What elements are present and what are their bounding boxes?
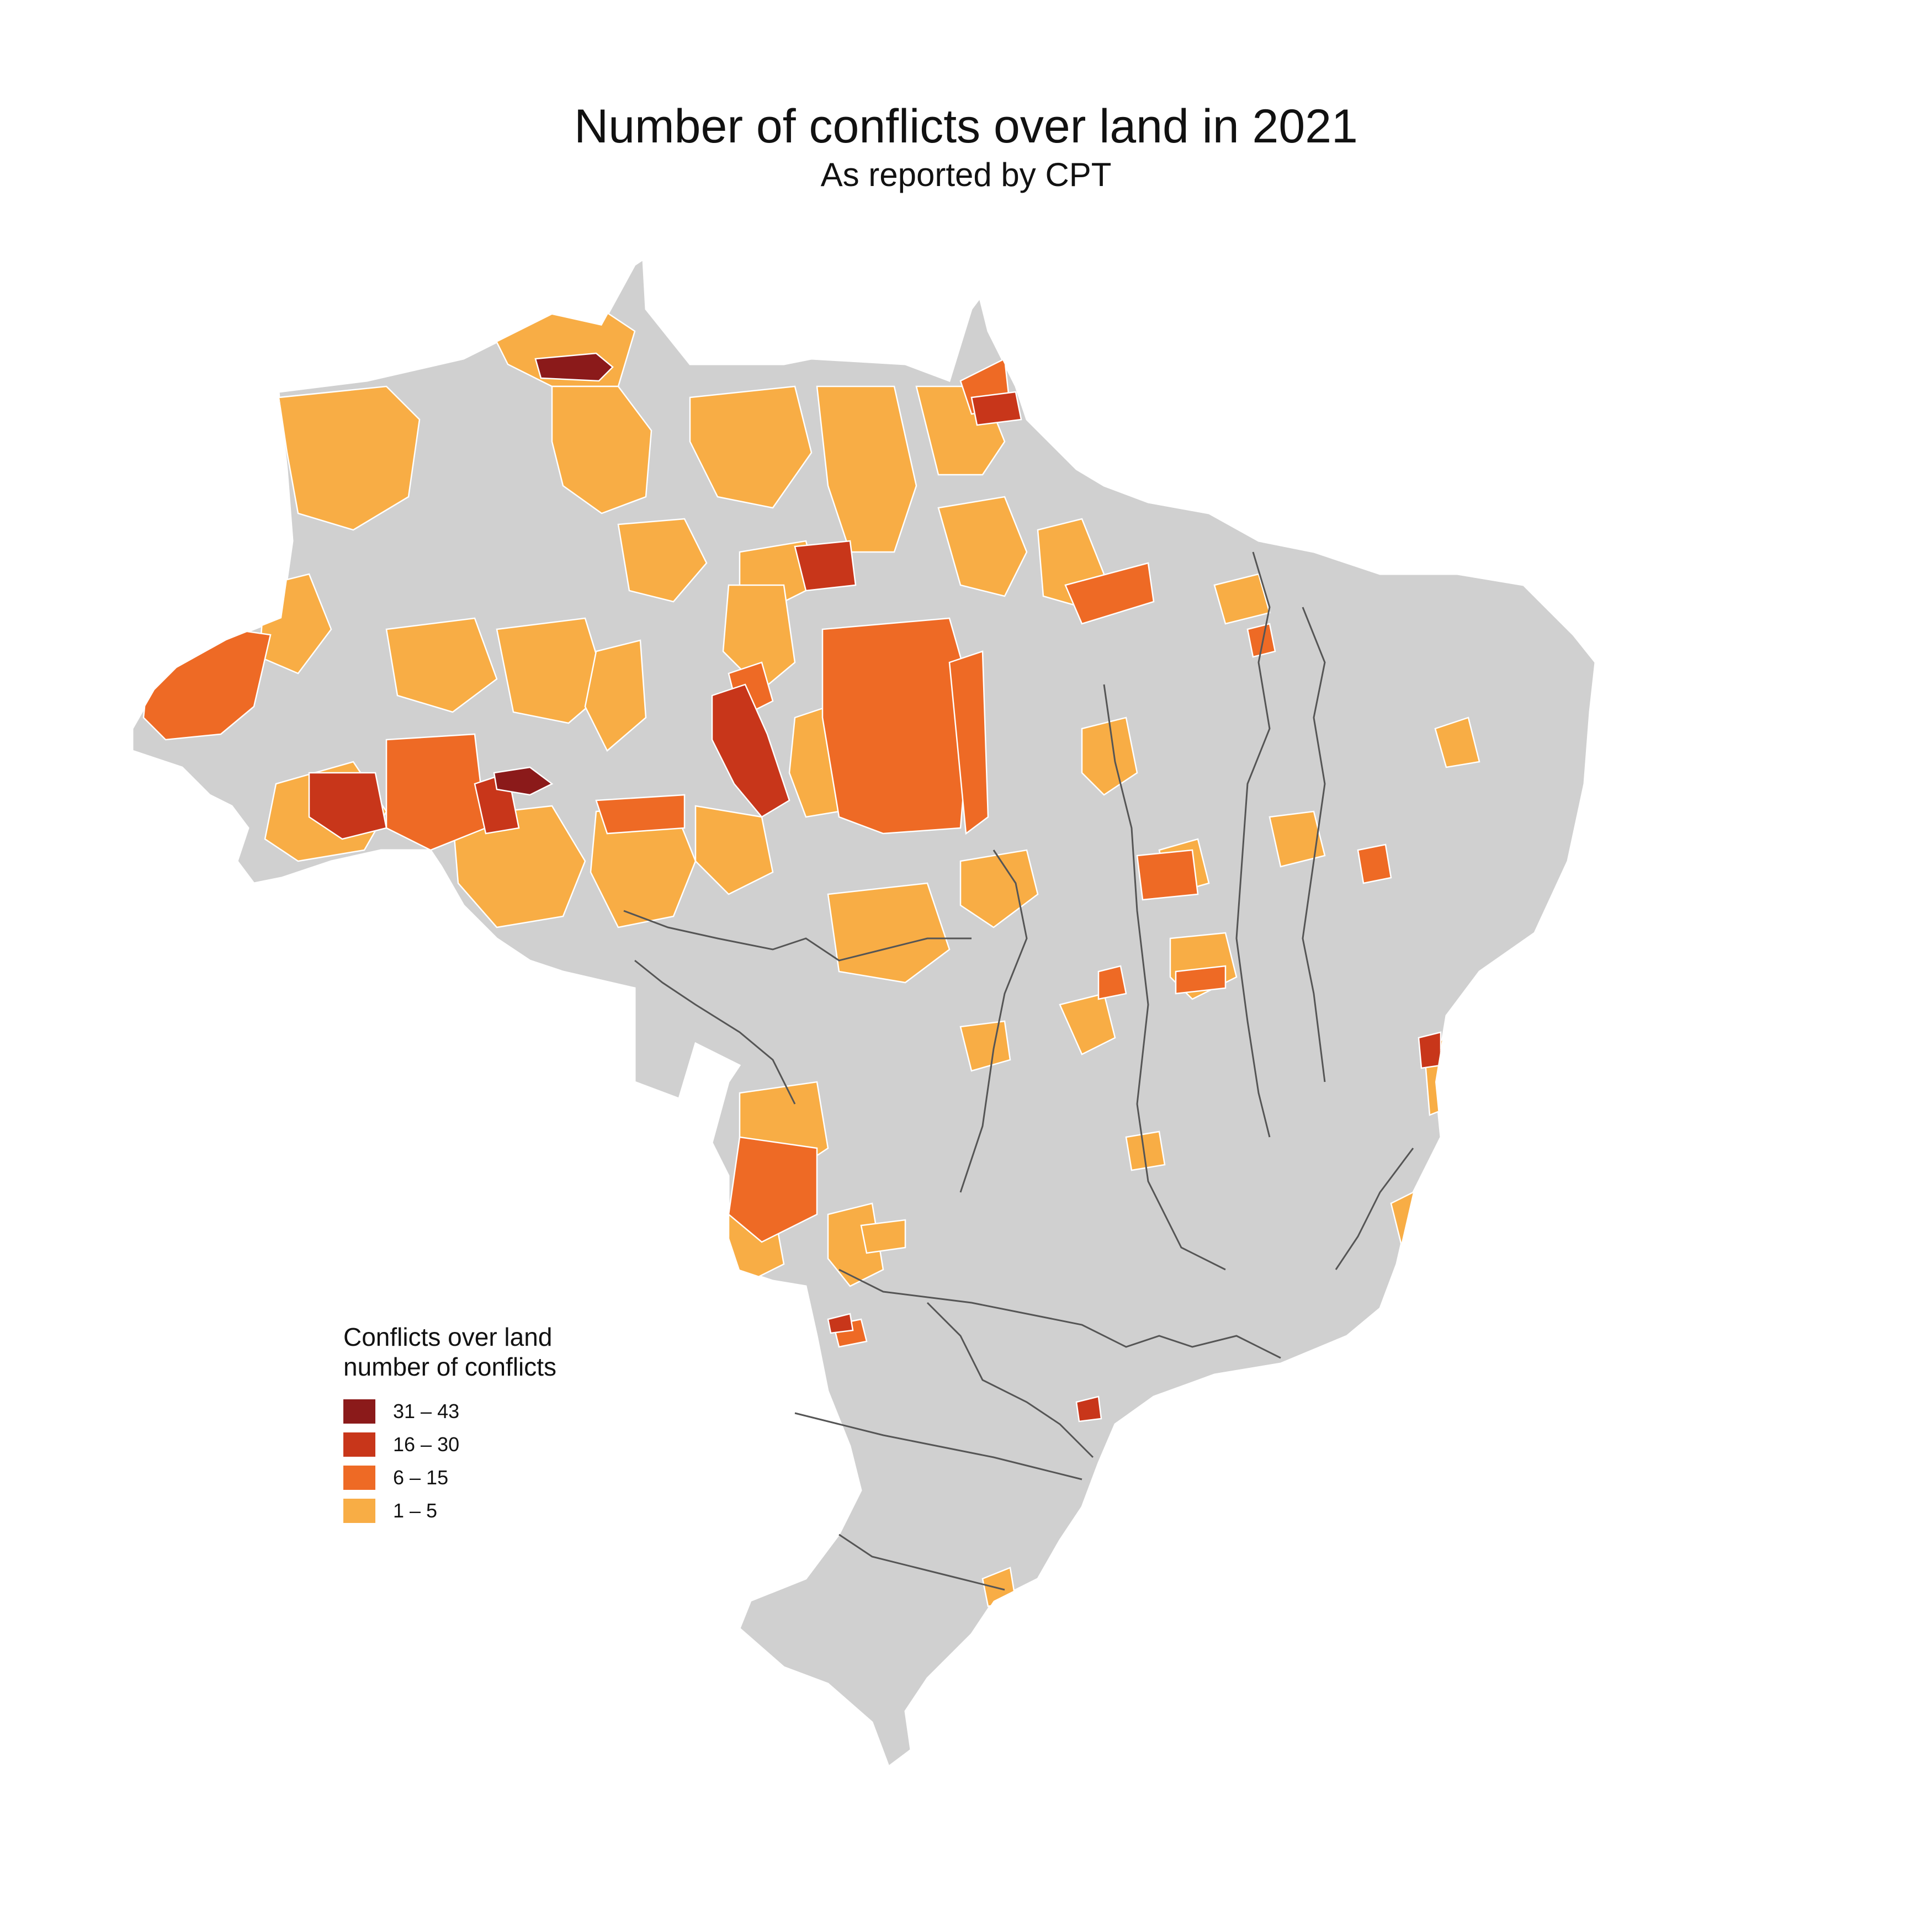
legend-swatch-1-5: [343, 1499, 375, 1523]
legend-item: 1 – 5: [343, 1496, 730, 1525]
region-low-19: [694, 805, 774, 895]
map-subtitle: As reported by CPT: [820, 156, 1112, 193]
region-low-14: [584, 639, 647, 752]
legend-label: 6 – 15: [393, 1466, 449, 1489]
map-legend: Conflicts over land number of conflicts …: [343, 1322, 730, 1543]
legend-title-line1: Conflicts over land: [343, 1323, 553, 1351]
region-low-33: [1125, 1130, 1166, 1171]
region-low-37: [1213, 573, 1271, 625]
state-borders: [623, 551, 1414, 1591]
region-mid-11: [728, 1136, 818, 1243]
region-mid-8: [1357, 843, 1392, 884]
region-mid-14: [1246, 623, 1276, 658]
region-mid-9: [1175, 965, 1227, 995]
region-low-7: [617, 518, 708, 603]
region-high-7: [827, 1313, 854, 1334]
region-low-21: [959, 849, 1039, 928]
region-mid-2: [821, 617, 973, 835]
legend-label: 16 – 30: [393, 1433, 460, 1456]
region-mid-6: [595, 794, 686, 835]
region-high-3: [308, 772, 388, 840]
legend-item: 6 – 15: [343, 1463, 730, 1492]
region-low-28: [1059, 992, 1116, 1055]
region-mid-10: [1097, 965, 1127, 1000]
region-mid-7: [1136, 849, 1199, 901]
region-high-6: [1418, 1031, 1442, 1069]
region-high-5: [970, 391, 1022, 426]
map-title: Number of conflicts over land in 2021: [574, 100, 1358, 153]
region-low-30: [1268, 810, 1326, 868]
legend-label: 31 – 43: [393, 1400, 460, 1423]
region-low-3: [551, 385, 652, 514]
region-low-29: [959, 1020, 1011, 1072]
legend-item: 31 – 43: [343, 1397, 730, 1426]
region-mid-5: [385, 733, 487, 851]
legend-swatch-6-15: [343, 1466, 375, 1490]
legend-swatch-16-30: [343, 1432, 375, 1457]
region-low-36: [860, 1219, 906, 1254]
region-low-12: [385, 617, 498, 713]
region-veryhigh-1: [534, 352, 614, 382]
legend-item: 16 – 30: [343, 1430, 730, 1459]
legend-title: Conflicts over land number of conflicts: [343, 1322, 730, 1382]
region-low-1: [278, 385, 421, 531]
region-low-5: [816, 385, 917, 553]
legend-title-line2: number of conflicts: [343, 1352, 557, 1381]
region-high-2: [794, 540, 857, 592]
region-veryhigh-2: [493, 766, 554, 796]
region-mid-3: [948, 650, 989, 835]
region-low-34: [1434, 716, 1480, 768]
legend-swatch-31-43: [343, 1399, 375, 1424]
region-low-17: [452, 805, 586, 928]
region-low-4: [689, 385, 813, 509]
region-low-15: [722, 584, 796, 691]
region-high-1: [711, 683, 790, 818]
region-high-8: [1075, 1395, 1102, 1423]
region-mid-13: [1064, 562, 1155, 625]
region-low-9: [937, 496, 1028, 597]
legend-label: 1 – 5: [393, 1499, 438, 1522]
